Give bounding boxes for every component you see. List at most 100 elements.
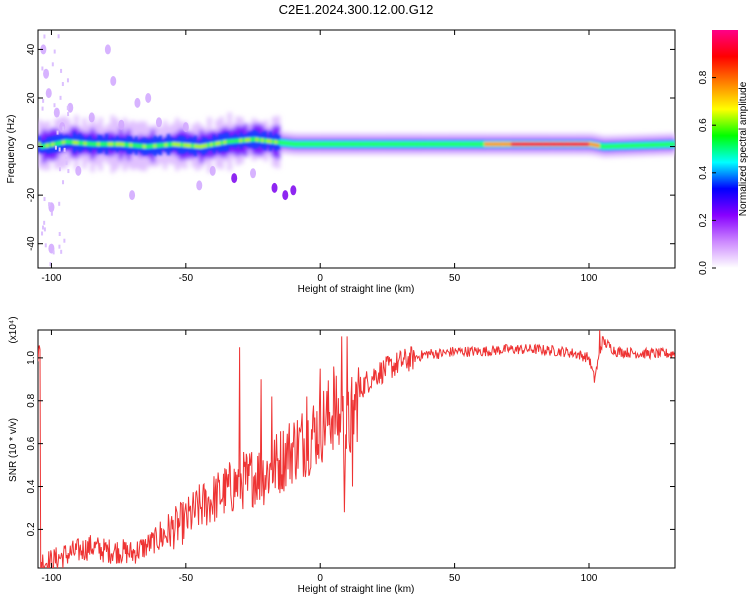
- core-cell: [669, 142, 673, 147]
- core-cell: [631, 143, 635, 148]
- core-cell: [75, 140, 79, 145]
- core-cell: [64, 139, 68, 144]
- noise-streak: [58, 201, 61, 206]
- core-cell: [567, 141, 571, 147]
- core-cell: [172, 141, 176, 147]
- noise-streak: [66, 78, 69, 83]
- core-cell: [153, 143, 157, 149]
- core-cell: [602, 144, 606, 149]
- core-cell: [559, 141, 563, 147]
- core-cell: [497, 141, 501, 147]
- core-cell: [494, 141, 498, 147]
- core-cell: [185, 143, 189, 148]
- core-cell: [51, 142, 55, 147]
- noise-streak: [43, 220, 46, 225]
- core-cell: [347, 141, 351, 147]
- y-tick-label: 0.2: [26, 522, 37, 536]
- core-cell: [285, 141, 289, 146]
- core-cell: [607, 144, 611, 149]
- noise-blob: [129, 190, 136, 201]
- core-cell: [236, 138, 240, 143]
- core-cell: [640, 143, 644, 148]
- snr-y-multiplier: (x10⁴): [8, 316, 19, 343]
- core-cell: [298, 141, 302, 147]
- core-cell: [148, 144, 152, 149]
- core-cell: [167, 142, 170, 147]
- core-cell: [277, 140, 281, 145]
- core-cell: [400, 141, 404, 147]
- core-cell: [481, 141, 485, 147]
- noise-blob: [104, 44, 111, 55]
- core-cell: [489, 141, 493, 147]
- core-cell: [296, 141, 299, 147]
- core-cell: [253, 137, 256, 142]
- core-cell: [591, 142, 595, 147]
- core-cell: [247, 137, 251, 142]
- y-tick-label: 0: [26, 143, 37, 149]
- core-cell: [664, 142, 668, 147]
- y-tick-label: -20: [26, 187, 37, 202]
- core-cell: [653, 142, 657, 148]
- noise-streak: [62, 180, 65, 185]
- noise-streak: [42, 98, 45, 103]
- core-cell: [271, 139, 275, 144]
- core-cell: [352, 141, 356, 147]
- snr-line-layer: [38, 330, 675, 568]
- core-cell: [384, 141, 388, 147]
- core-cell: [333, 141, 337, 147]
- core-cell: [562, 141, 566, 147]
- core-cell: [618, 143, 622, 149]
- noise-blob: [88, 112, 95, 123]
- noise-streak: [62, 126, 65, 131]
- core-cell: [545, 141, 549, 147]
- core-cell: [650, 142, 654, 148]
- noise-streak: [58, 167, 61, 172]
- core-cell: [610, 144, 614, 149]
- noise-blob: [134, 97, 141, 108]
- core-cell: [583, 141, 587, 147]
- x-tick-label: -100: [41, 573, 61, 584]
- core-cell: [462, 141, 466, 147]
- core-cell: [48, 142, 52, 148]
- noise-blob: [196, 180, 203, 191]
- x-tick-label: -50: [179, 273, 194, 284]
- colorbar-tick-label: 0.4: [698, 165, 709, 179]
- core-cell: [642, 143, 646, 148]
- noise-blob: [75, 165, 82, 176]
- noise-streak: [67, 169, 70, 174]
- colorbar: 0.0 0.2 0.4 0.6 0.8 Normalized spectral ampl…: [698, 30, 749, 275]
- core-cell: [339, 141, 342, 147]
- core-cell: [261, 138, 265, 143]
- noise-blob: [282, 190, 289, 201]
- core-cell: [376, 141, 380, 147]
- core-cell: [290, 141, 294, 147]
- core-cell: [459, 141, 463, 147]
- core-cell: [414, 141, 418, 147]
- core-cell: [199, 144, 203, 149]
- core-cell: [175, 142, 179, 147]
- core-cell: [89, 141, 93, 147]
- core-cell: [228, 139, 232, 144]
- core-cell: [137, 143, 141, 149]
- noise-streak: [53, 49, 56, 54]
- core-cell: [118, 141, 122, 147]
- core-cell: [309, 141, 313, 147]
- colorbar-tick-label: 0.0: [698, 261, 709, 275]
- core-cell: [621, 143, 625, 149]
- noise-blob: [271, 182, 278, 193]
- core-cell: [115, 141, 119, 147]
- core-cell: [613, 144, 617, 149]
- snr-frame: [37, 329, 676, 569]
- core-cell: [438, 141, 442, 147]
- core-cell: [564, 141, 568, 147]
- core-cell: [661, 142, 665, 147]
- core-cell: [527, 141, 531, 147]
- core-cell: [218, 140, 222, 146]
- core-cell: [43, 143, 47, 149]
- y-tick-label: -40: [26, 236, 37, 251]
- noise-streak: [63, 238, 66, 243]
- noise-blob: [231, 173, 238, 184]
- core-cell: [341, 141, 345, 147]
- core-cell: [244, 137, 248, 143]
- core-cell: [658, 142, 662, 147]
